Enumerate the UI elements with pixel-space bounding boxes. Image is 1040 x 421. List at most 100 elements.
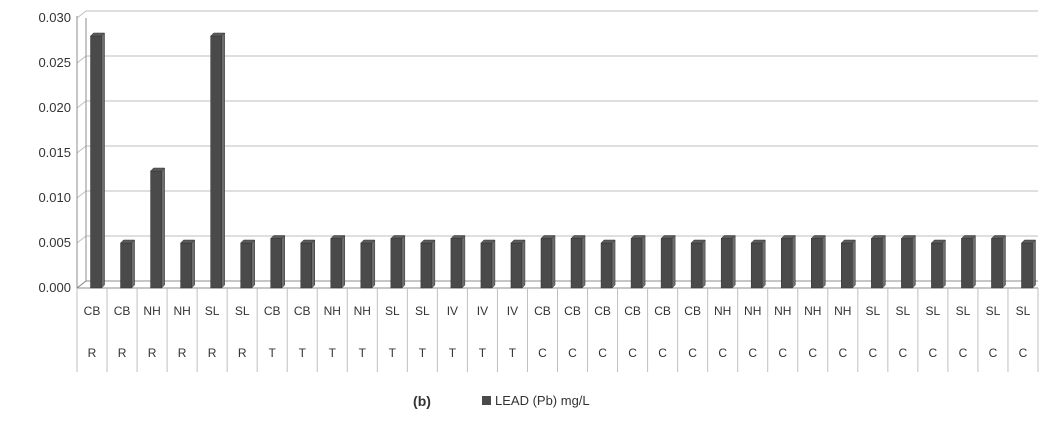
bar-front <box>180 242 192 289</box>
bar-front <box>510 242 523 289</box>
category-label-level1: SL <box>986 304 1001 318</box>
bar-top <box>119 239 136 244</box>
bar-top <box>300 239 316 244</box>
bar <box>360 239 376 289</box>
bar-top <box>210 32 226 37</box>
bar-top <box>420 239 436 244</box>
category-label-level1: NH <box>324 304 341 318</box>
category-label-level1: IV <box>477 304 488 318</box>
bar <box>990 234 1007 289</box>
bar-side <box>401 234 406 289</box>
bar-front <box>871 238 883 289</box>
bar-front <box>150 170 162 289</box>
category-label-level1: SL <box>385 304 400 318</box>
bar-side <box>1032 239 1036 289</box>
bar-front <box>720 238 733 289</box>
category-label-level2: T <box>269 346 277 360</box>
category-label-level2: R <box>148 346 157 360</box>
bar-side <box>611 239 616 289</box>
bar <box>510 239 526 289</box>
bar-side <box>701 239 706 289</box>
y-tick-label: 0.005 <box>38 235 71 250</box>
bar-front <box>690 242 703 289</box>
category-label-level1: SL <box>1016 304 1031 318</box>
bar-top <box>270 235 286 239</box>
y-tick-label: 0.025 <box>38 55 71 70</box>
category-label-level2: T <box>509 346 517 360</box>
bar-side <box>311 239 315 289</box>
bar-side <box>581 234 586 289</box>
bar-top <box>180 239 196 244</box>
bar-top <box>330 235 346 239</box>
bar-front <box>450 238 463 289</box>
category-label-level2: T <box>389 346 397 360</box>
bar-side <box>852 239 856 289</box>
category-label-level1: SL <box>415 304 430 318</box>
bar <box>450 234 466 289</box>
bar <box>810 234 826 289</box>
bar-top <box>990 235 1007 239</box>
category-label-level2: C <box>778 346 787 360</box>
bar <box>89 32 106 289</box>
bar-front <box>570 238 583 289</box>
bar <box>480 239 496 289</box>
category-label-level1: CB <box>564 304 581 318</box>
bar-side <box>912 234 916 289</box>
bar <box>840 239 856 289</box>
bar-front <box>90 35 102 289</box>
bar-side <box>191 239 195 289</box>
category-label-level1: CB <box>624 304 641 318</box>
bar-front <box>1021 242 1033 289</box>
category-label-level2: R <box>88 346 97 360</box>
bar <box>300 239 316 289</box>
bar-side <box>822 234 826 289</box>
bar-top <box>240 239 256 244</box>
bar-top <box>690 239 706 244</box>
y-tick-labels: 0.000 0.005 0.010 0.015 0.020 0.025 0.030 <box>38 10 71 295</box>
bar-top <box>540 235 556 239</box>
category-label-level1: NH <box>744 304 761 318</box>
category-label-level2: R <box>178 346 187 360</box>
bar-top <box>1020 239 1037 244</box>
category-label-level2: C <box>808 346 817 360</box>
bar <box>930 239 946 289</box>
bar <box>330 234 346 289</box>
category-label-level1: SL <box>865 304 880 318</box>
category-label-level1: CB <box>594 304 611 318</box>
bar <box>750 239 766 289</box>
legend-swatch <box>482 396 491 405</box>
bar-side <box>131 239 135 289</box>
bar-side <box>101 32 105 289</box>
category-label-level2: R <box>208 346 217 360</box>
category-label-level1: SL <box>205 304 220 318</box>
category-label-level2: T <box>449 346 457 360</box>
bar-side <box>942 239 946 289</box>
bar <box>240 239 256 289</box>
bar-front <box>931 242 943 289</box>
bar <box>660 234 676 289</box>
category-label-level2: C <box>658 346 667 360</box>
bar-top <box>360 239 376 244</box>
bar-side <box>161 167 165 289</box>
y-tick-label: 0.020 <box>38 100 71 115</box>
bar <box>540 234 556 289</box>
bar-top <box>930 239 946 244</box>
category-label-level2: T <box>419 346 427 360</box>
y-tick-label: 0.015 <box>38 145 71 160</box>
bar-front <box>120 242 132 289</box>
bar-front <box>630 238 643 289</box>
bars <box>89 32 1037 289</box>
bar-top <box>750 239 766 244</box>
bar-top <box>630 235 646 239</box>
y-tick-label: 0.030 <box>38 10 71 25</box>
bar-front <box>901 238 913 289</box>
category-label-level1: NH <box>143 304 160 318</box>
bar <box>119 239 136 289</box>
bar-top <box>870 235 886 239</box>
category-label-level2: C <box>688 346 697 360</box>
bar <box>149 167 166 289</box>
bar-side <box>671 234 676 289</box>
category-label-level2: C <box>989 346 998 360</box>
